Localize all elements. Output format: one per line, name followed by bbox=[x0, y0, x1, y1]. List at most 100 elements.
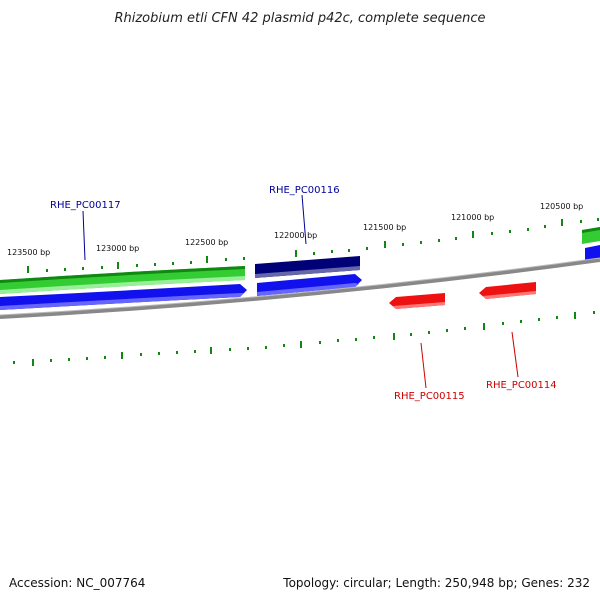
tick-mark bbox=[464, 327, 466, 330]
blue-cds-track bbox=[0, 245, 600, 310]
tick-mark bbox=[593, 311, 595, 314]
tick-mark bbox=[538, 318, 540, 321]
tick-mark bbox=[283, 344, 285, 347]
highlight-gene bbox=[255, 256, 360, 278]
tick-mark bbox=[428, 331, 430, 334]
tick-mark bbox=[366, 247, 368, 250]
tick-mark bbox=[154, 263, 156, 266]
tick-mark bbox=[176, 351, 178, 354]
tick-mark bbox=[101, 266, 103, 269]
leader-line bbox=[511, 331, 519, 378]
scale-label: 120500 bp bbox=[540, 202, 583, 211]
tick-mark bbox=[561, 219, 563, 226]
scale-label: 123000 bp bbox=[96, 244, 139, 253]
tick-mark bbox=[509, 230, 511, 233]
tick-mark bbox=[393, 333, 395, 340]
tick-mark bbox=[491, 232, 493, 235]
tick-mark bbox=[210, 347, 212, 354]
tick-mark bbox=[483, 323, 485, 330]
tick-mark bbox=[373, 336, 375, 339]
tick-mark bbox=[121, 352, 123, 359]
tick-mark bbox=[544, 225, 546, 228]
cds-feature[interactable] bbox=[585, 245, 600, 261]
tick-mark bbox=[410, 333, 412, 336]
scale-label: 122500 bp bbox=[185, 238, 228, 247]
topology-summary: Topology: circular; Length: 250,948 bp; … bbox=[282, 576, 590, 590]
tick-mark bbox=[243, 257, 245, 260]
tick-mark bbox=[295, 250, 297, 257]
tick-mark bbox=[402, 243, 404, 246]
cds-feature-shade bbox=[0, 293, 244, 310]
gene-label-leaders bbox=[82, 194, 519, 389]
green-gene-track bbox=[0, 227, 600, 294]
cds-feature-shade bbox=[393, 302, 445, 309]
tick-mark bbox=[438, 239, 440, 242]
tick-mark bbox=[331, 250, 333, 253]
tick-mark bbox=[520, 320, 522, 323]
tick-mark bbox=[446, 329, 448, 332]
tick-mark bbox=[420, 241, 422, 244]
tick-mark bbox=[140, 353, 142, 356]
scale-labels: 123500 bp 123000 bp 122500 bp 122000 bp … bbox=[7, 202, 583, 257]
tick-mark bbox=[472, 231, 474, 238]
tick-mark bbox=[337, 339, 339, 342]
gene-feature-shade bbox=[255, 266, 360, 278]
tick-mark bbox=[194, 350, 196, 353]
gene-label-rhe-pc00116[interactable]: RHE_PC00116 bbox=[269, 185, 340, 196]
tick-mark bbox=[580, 220, 582, 223]
tick-mark bbox=[247, 347, 249, 350]
tick-mark bbox=[82, 267, 84, 270]
backbone-highlight bbox=[0, 257, 600, 316]
gene-label-rhe-pc00114[interactable]: RHE_PC00114 bbox=[486, 380, 557, 391]
tick-mark bbox=[68, 358, 70, 361]
tick-mark bbox=[32, 359, 34, 366]
map-title: Rhizobium etli CFN 42 plasmid p42c, comp… bbox=[114, 11, 485, 26]
gene-feature-edge bbox=[0, 266, 245, 283]
gene-feature-shade bbox=[0, 276, 245, 294]
backbone-line bbox=[0, 258, 600, 319]
gene-labels: RHE_PC00117 RHE_PC00116 RHE_PC00115 RHE_… bbox=[50, 185, 557, 402]
tick-mark bbox=[556, 316, 558, 319]
tick-mark bbox=[13, 361, 15, 364]
leader-line bbox=[301, 194, 307, 245]
tick-mark bbox=[300, 341, 302, 348]
tick-mark bbox=[384, 241, 386, 248]
tick-mark bbox=[229, 348, 231, 351]
outer-tick-marks bbox=[27, 218, 599, 273]
red-cds-track bbox=[389, 282, 536, 309]
tick-mark bbox=[86, 357, 88, 360]
tick-mark bbox=[527, 228, 529, 231]
tick-mark bbox=[502, 322, 504, 325]
leader-line bbox=[82, 210, 86, 261]
tick-mark bbox=[158, 352, 160, 355]
accession-text: Accession: NC_007764 bbox=[9, 576, 145, 590]
tick-mark bbox=[206, 256, 208, 263]
sequence-backbone bbox=[0, 257, 600, 319]
tick-mark bbox=[348, 249, 350, 252]
tick-mark bbox=[104, 356, 106, 359]
scale-label: 121500 bp bbox=[363, 223, 406, 232]
tick-mark bbox=[455, 237, 457, 240]
scale-label: 122000 bp bbox=[274, 231, 317, 240]
gene-feature-edge bbox=[582, 227, 600, 233]
tick-mark bbox=[355, 338, 357, 341]
tick-mark bbox=[50, 359, 52, 362]
tick-mark bbox=[136, 264, 138, 267]
tick-mark bbox=[172, 262, 174, 265]
gene-label-rhe-pc00117[interactable]: RHE_PC00117 bbox=[50, 200, 121, 211]
inner-tick-marks bbox=[13, 311, 595, 366]
tick-mark bbox=[313, 252, 315, 255]
tick-mark bbox=[265, 346, 267, 349]
cds-feature-shade bbox=[483, 291, 536, 299]
tick-mark bbox=[64, 268, 66, 271]
scale-label: 121000 bp bbox=[451, 213, 494, 222]
tick-mark bbox=[190, 261, 192, 264]
tick-mark bbox=[27, 266, 29, 273]
tick-mark bbox=[319, 341, 321, 344]
gene-label-rhe-pc00115[interactable]: RHE_PC00115 bbox=[394, 391, 465, 402]
scale-label: 123500 bp bbox=[7, 248, 50, 257]
tick-mark bbox=[574, 312, 576, 319]
tick-mark bbox=[117, 262, 119, 269]
tick-mark bbox=[597, 218, 599, 221]
cds-feature-shade bbox=[257, 283, 359, 296]
